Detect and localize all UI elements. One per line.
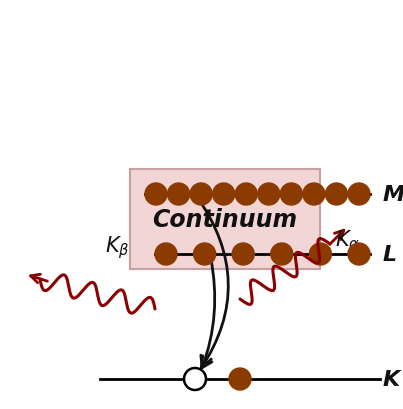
Text: M: M [383, 184, 403, 204]
Text: $K_{\alpha}$: $K_{\alpha}$ [335, 228, 360, 251]
Bar [130, 170, 320, 270]
Text: L: L [383, 245, 397, 264]
Circle shape [232, 243, 254, 265]
Circle shape [145, 184, 167, 205]
Circle shape [235, 184, 257, 205]
Text: Continuum: Continuum [152, 207, 297, 231]
Circle shape [310, 243, 331, 265]
Circle shape [190, 184, 212, 205]
Text: $K_{\beta}$: $K_{\beta}$ [105, 234, 130, 261]
Circle shape [326, 184, 347, 205]
Circle shape [280, 184, 302, 205]
Circle shape [229, 368, 251, 390]
Circle shape [193, 243, 216, 265]
Circle shape [155, 243, 177, 265]
Circle shape [348, 243, 370, 265]
Circle shape [184, 368, 206, 390]
Circle shape [271, 243, 293, 265]
Circle shape [213, 184, 235, 205]
Text: K: K [383, 369, 400, 389]
Circle shape [258, 184, 280, 205]
Circle shape [348, 184, 370, 205]
Circle shape [303, 184, 325, 205]
Circle shape [168, 184, 189, 205]
